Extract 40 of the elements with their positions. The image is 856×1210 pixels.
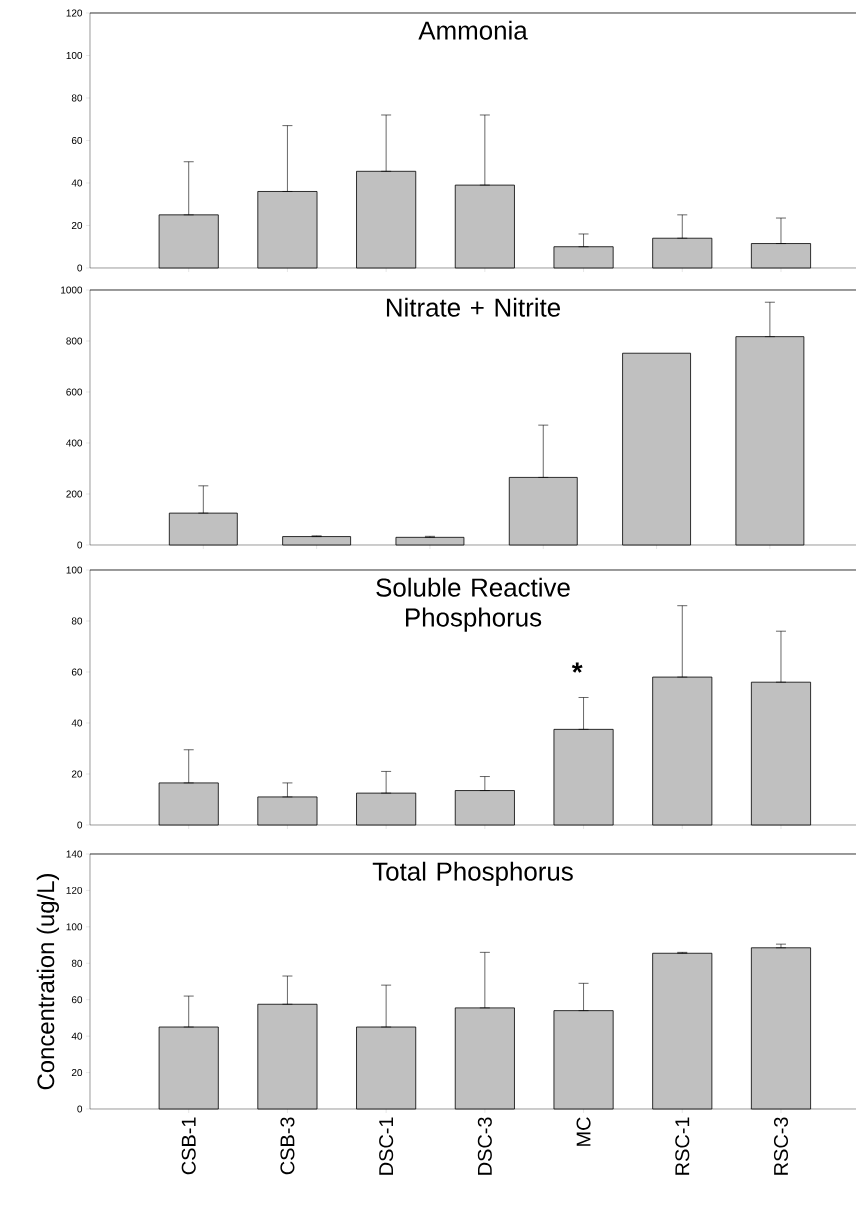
y-tick-label: 0	[77, 1105, 83, 1113]
y-tick-label: 800	[66, 337, 83, 345]
chart-title: Nitrate + Nitrite	[386, 297, 560, 317]
x-tick-label: RSC-3	[773, 1117, 789, 1175]
y-tick-label: 0	[77, 821, 83, 829]
y-tick-label: 0	[77, 264, 83, 272]
annotation: *	[571, 662, 583, 673]
y-tick-label: 20	[71, 221, 83, 230]
chart-title: Ammonia	[418, 20, 528, 40]
chart-title: Total Phosphorus	[372, 861, 573, 886]
x-tick-label: CSB-1	[181, 1117, 196, 1175]
y-tick-label: 60	[71, 996, 83, 1004]
y-tick-label: 40	[71, 1032, 83, 1040]
y-tick-label: 200	[66, 490, 83, 498]
x-tick-label: RSC-1	[675, 1117, 690, 1175]
y-tick-label: 400	[66, 439, 83, 447]
y-tick-label: 40	[71, 179, 83, 187]
y-tick-label: 120	[66, 886, 83, 894]
y-tick-label: 100	[66, 51, 83, 60]
y-tick-label: 20	[71, 1069, 83, 1077]
y-tick-label: 60	[71, 136, 83, 145]
y-tick-label: 40	[71, 719, 83, 727]
y-tick-label: 600	[66, 388, 83, 396]
y-tick-label: 100	[66, 566, 83, 574]
y-tick-label: 80	[71, 959, 83, 967]
y-tick-label: 120	[66, 9, 83, 17]
x-tick-label: DSC-1	[379, 1117, 394, 1175]
y-tick-label: 0	[77, 541, 83, 549]
y-tick-label: 20	[71, 770, 83, 778]
x-tick-label: DSC-3	[477, 1117, 492, 1175]
y-tick-label: 1000	[61, 286, 83, 294]
y-axis-title: Concentration (ug/L)	[36, 874, 60, 1090]
y-tick-label: 60	[71, 668, 83, 676]
x-tick-label: MC	[576, 1117, 591, 1146]
y-tick-label: 100	[66, 923, 83, 931]
y-tick-label: 140	[66, 850, 83, 858]
y-tick-label: 80	[71, 94, 83, 102]
y-tick-label: 80	[71, 617, 83, 625]
x-tick-label: CSB-3	[280, 1117, 295, 1175]
text: Soluble Reactive Phosphorus	[376, 577, 570, 632]
